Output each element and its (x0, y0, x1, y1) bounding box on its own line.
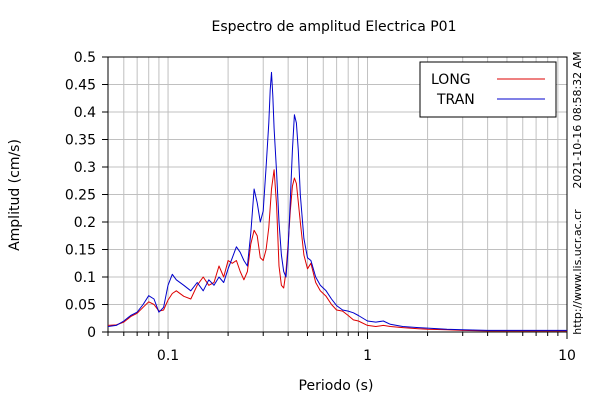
x-tick-label: 0.1 (157, 348, 179, 364)
series-line-tran (107, 71, 567, 331)
source-url-text: http://www.lis.ucr.ac.cr (571, 209, 584, 335)
y-tick-label: 0.15 (65, 243, 96, 259)
y-tick-label: 0.35 (65, 133, 96, 149)
x-axis-label: Periodo (s) (299, 378, 374, 394)
y-tick-label: 0.1 (74, 270, 96, 286)
legend-label-long: LONG (431, 72, 471, 88)
x-tick-label: 1 (363, 348, 372, 364)
legend-label-tran: TRAN (436, 92, 475, 108)
axis-ticks: 0 0.05 0.1 0.15 0.2 0.25 0.3 0.35 0.4 0.45 0.5 0.1 1… (65, 50, 576, 364)
y-tick-label: 0.5 (74, 50, 96, 66)
y-tick-label: 0.25 (65, 188, 96, 204)
series-lines (107, 71, 567, 332)
x-tick-label: 10 (558, 348, 576, 364)
legend: LONG TRAN (419, 61, 557, 118)
timestamp-text: 2021-10-16 08:58:32 AM (571, 51, 584, 188)
y-tick-label: 0 (87, 325, 96, 341)
chart-title: Espectro de amplitud Electrica P01 (212, 19, 457, 35)
y-tick-label: 0.2 (74, 215, 96, 231)
y-tick-label: 0.05 (65, 298, 96, 314)
y-tick-label: 0.4 (74, 105, 96, 121)
y-axis-label: Amplitud (cm/s) (7, 139, 23, 251)
legend-box (419, 61, 557, 118)
series-line-long (107, 169, 567, 332)
y-tick-label: 0.45 (65, 78, 96, 94)
y-tick-label: 0.3 (74, 160, 96, 176)
